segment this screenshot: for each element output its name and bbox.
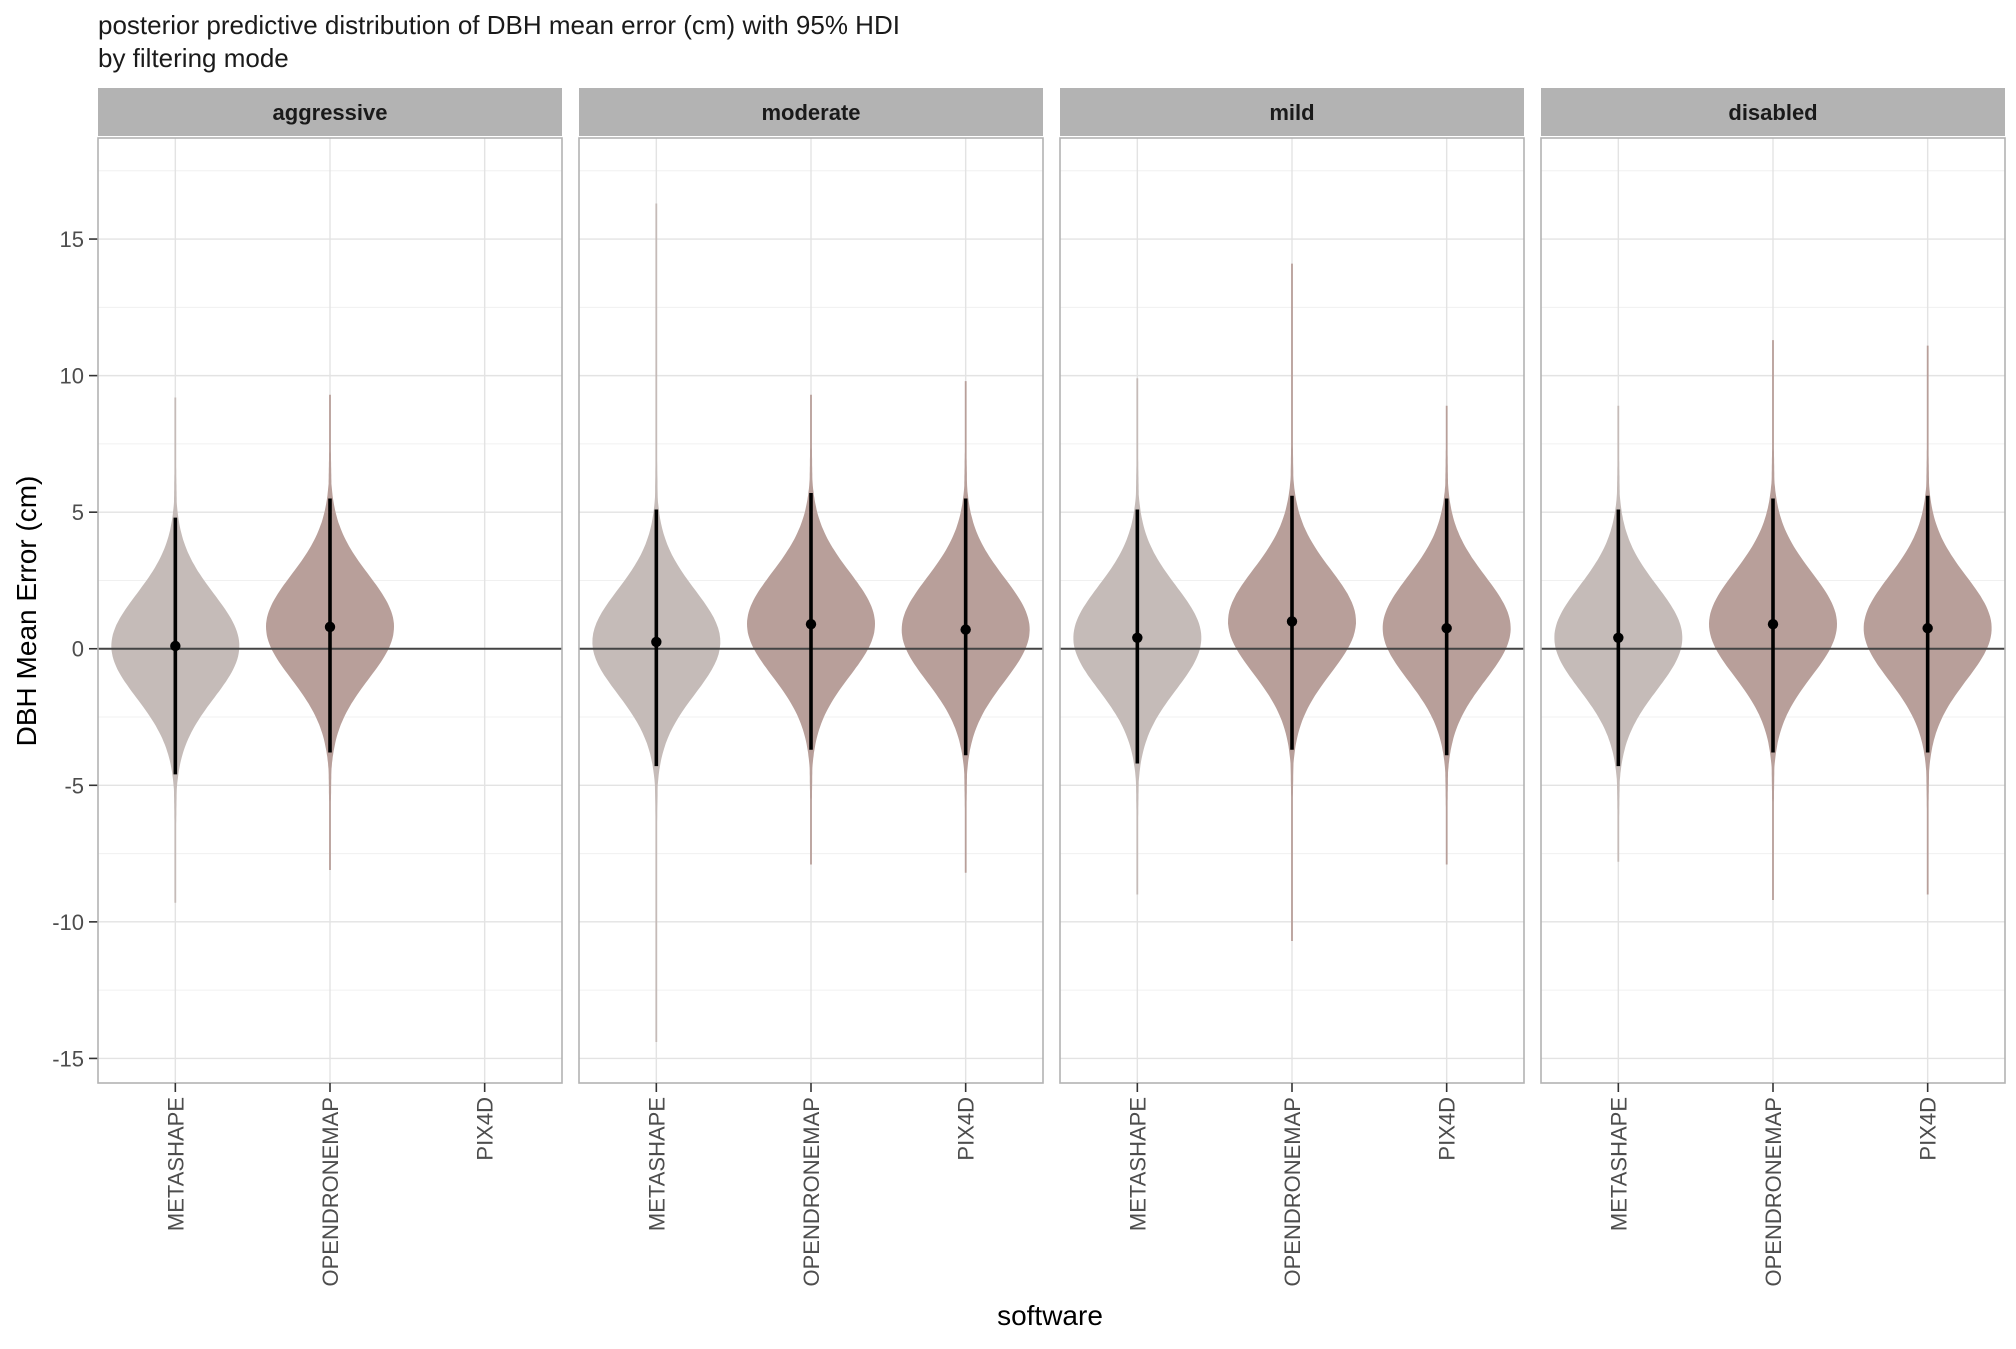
median-point-metashape [170, 640, 181, 652]
median-point-metashape [651, 636, 662, 648]
facet-strip [1541, 88, 2005, 136]
y-tick-label: 0 [72, 637, 84, 662]
x-axis-label: software [997, 1300, 1103, 1331]
median-point-opendronemap [1767, 618, 1779, 630]
median-point-pix4d [960, 624, 971, 635]
x-tick-label: PIX4D [473, 1097, 498, 1161]
facet-strip [1060, 88, 1524, 136]
x-tick-label: METASHAPE [163, 1097, 188, 1231]
median-point-opendronemap [1286, 616, 1298, 627]
facet-strip-label: mild [1269, 100, 1314, 125]
x-tick-label: OPENDRONEMAP [1280, 1097, 1305, 1286]
x-tick-label: OPENDRONEMAP [1761, 1097, 1786, 1286]
median-point-opendronemap [324, 621, 336, 633]
y-tick-label: 10 [60, 364, 84, 389]
y-tick-label: 5 [72, 500, 84, 525]
x-tick-label: PIX4D [954, 1097, 979, 1161]
facet-panel-aggressive: aggressive METASHAPE OPENDRONEMAP PIX4D [97, 88, 563, 1286]
facet-strip-label: disabled [1728, 100, 1817, 125]
facet-strip-label: aggressive [273, 100, 388, 125]
x-tick-label: METASHAPE [644, 1097, 669, 1231]
median-point-pix4d [1922, 623, 1933, 634]
x-tick-label: PIX4D [1435, 1097, 1460, 1161]
y-tick-label: -10 [52, 910, 84, 935]
median-point-opendronemap [805, 618, 817, 630]
median-point-metashape [1132, 632, 1143, 644]
median-point-metashape [1613, 632, 1624, 644]
facet-strip [98, 88, 562, 136]
y-tick-label: -15 [52, 1046, 84, 1071]
y-tick-label: -5 [64, 773, 84, 798]
y-axis-ticks: -15 -10 -5 0 5 10 15 [52, 227, 98, 1071]
facet-panel-disabled: disabled METASHAPE OPENDRONEMAP PIX4D [1540, 88, 2006, 1286]
y-tick-label: 15 [60, 227, 84, 252]
x-tick-label: PIX4D [1916, 1097, 1941, 1161]
facet-strip [579, 88, 1043, 136]
chart-subtitle: by filtering mode [98, 43, 289, 73]
median-point-pix4d [1441, 623, 1452, 634]
x-tick-label: METASHAPE [1125, 1097, 1150, 1231]
x-tick-label: OPENDRONEMAP [799, 1097, 824, 1286]
facet-strip-label: moderate [761, 100, 860, 125]
facet-panel-moderate: moderate METASHAPE OPENDRONEMAP PIX4D [578, 88, 1044, 1286]
x-tick-label: METASHAPE [1606, 1097, 1631, 1231]
x-tick-label: OPENDRONEMAP [318, 1097, 343, 1286]
chart-title: posterior predictive distribution of DBH… [98, 10, 900, 40]
y-axis-label: DBH Mean Error (cm) [11, 476, 42, 747]
facet-panel-mild: mild METASHAPE OPENDRONEMAP PIX4D [1059, 88, 1525, 1286]
